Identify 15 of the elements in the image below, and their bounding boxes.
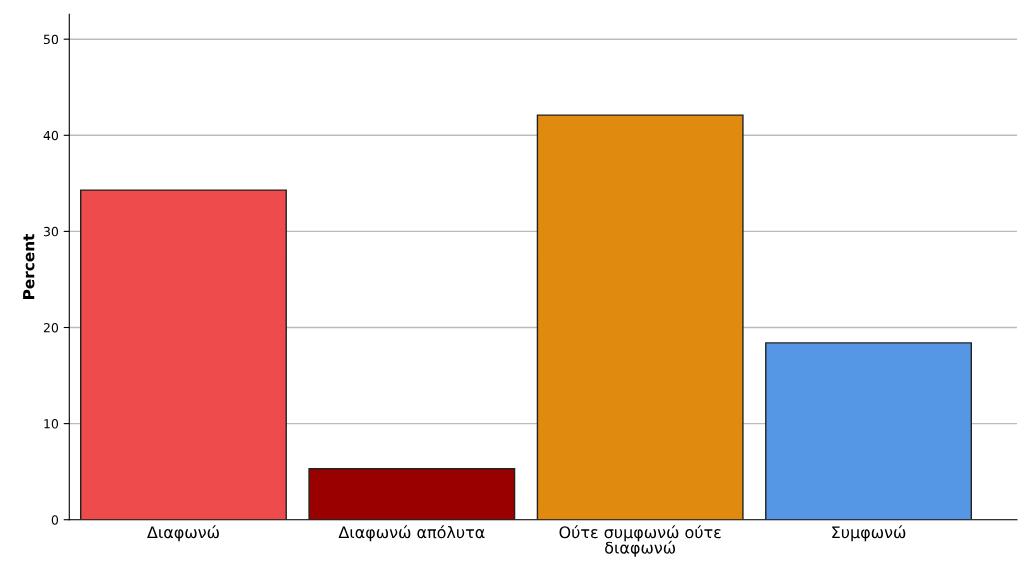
x-tick-label: Ούτε συμφωνώ ούτε διαφωνώ [559,525,721,557]
bar [308,468,516,520]
y-tick-label: 50 [43,34,59,45]
bar [765,342,972,520]
y-tick-label: 40 [43,130,59,141]
bar [80,189,287,520]
x-tick-label: Διαφωνώ απόλυτα [338,525,485,542]
bar [536,114,744,520]
y-axis-title: Percent [23,233,35,299]
y-tick-label: 30 [43,226,59,237]
y-tick-label: 10 [44,419,59,429]
x-tick-label: Συμφωνώ [832,525,906,542]
y-tick-label: 0 [51,515,59,525]
x-tick-label: Διαφωνώ [147,525,219,542]
y-tick-label: 20 [43,322,59,333]
